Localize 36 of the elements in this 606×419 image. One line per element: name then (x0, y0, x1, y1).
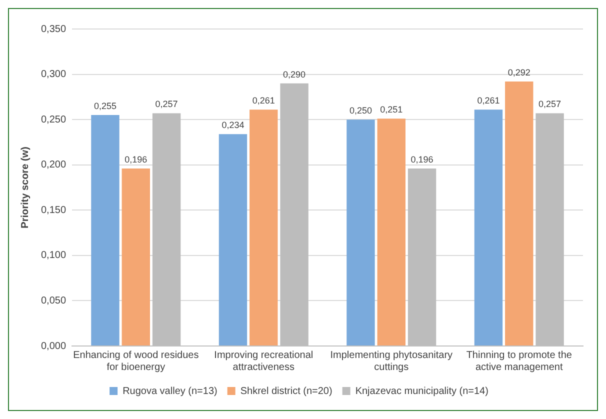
data-label: 0,251 (380, 104, 403, 115)
y-tick-label: 0,050 (40, 295, 66, 306)
y-tick-label: 0,350 (40, 24, 66, 35)
bar (122, 168, 150, 346)
bar (346, 120, 375, 346)
legend-label: Knjazevac municipality (n=14) (355, 386, 488, 397)
y-tick-label: 0,150 (40, 204, 66, 216)
bar (91, 115, 120, 346)
bar (218, 134, 248, 346)
bar (250, 110, 278, 346)
x-tick-label: Thinning to promote the active management (466, 350, 572, 373)
bar (474, 110, 503, 346)
y-tick-label: 0,250 (40, 114, 66, 126)
data-label: 0,196 (410, 154, 434, 164)
y-tick-label: 0,300 (40, 69, 66, 80)
legend-label: Rugova valley (n=13) (122, 386, 218, 397)
y-axis-title: Priority score (w) (20, 146, 31, 228)
y-tick-label: 0,200 (40, 160, 66, 171)
x-tick-label: Enhancing of wood residues for bioenergy (73, 350, 199, 373)
legend-label: Shkrel district (n=20) (240, 386, 332, 397)
data-label: 0,290 (283, 69, 306, 80)
x-tick-label: Improving recreational attractiveness (214, 350, 314, 373)
data-label: 0,255 (94, 101, 117, 112)
x-tick-label: Implementing phytosanitary cuttings (330, 350, 453, 373)
data-label: 0,250 (349, 106, 372, 116)
y-tick-label: 0,100 (40, 250, 66, 262)
data-label: 0,257 (155, 99, 178, 110)
data-label: 0,234 (222, 120, 244, 130)
data-label: 0,261 (252, 96, 275, 106)
data-label: 0,261 (477, 96, 500, 106)
bar (505, 82, 534, 346)
bar (377, 118, 406, 346)
data-label: 0,196 (124, 154, 148, 164)
y-tick-label: 0,000 (40, 340, 66, 352)
data-label: 0,292 (508, 68, 530, 78)
data-label: 0,257 (538, 99, 562, 110)
